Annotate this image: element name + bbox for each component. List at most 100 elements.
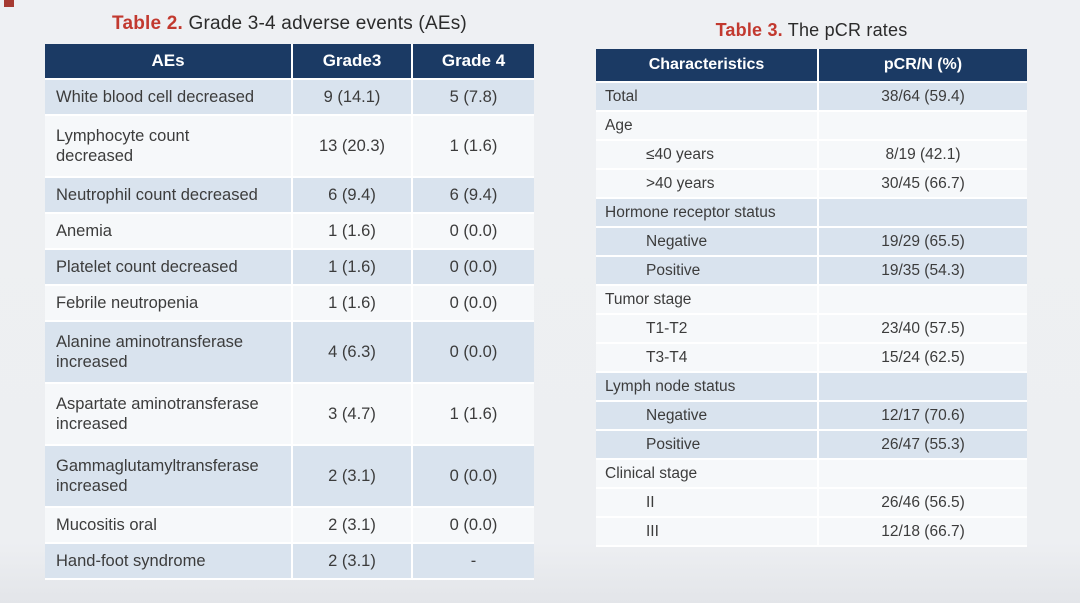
adverse-events-section: Table 2. Grade 3-4 adverse events (AEs) … — [45, 13, 534, 580]
ae-name-cell: Aspartate aminotransferase increased — [45, 383, 293, 446]
pcr-value-cell: 12/18 (66.7) — [818, 517, 1027, 547]
ae-name-cell: Mucositis oral — [45, 507, 293, 544]
pcr-value-cell: 23/40 (57.5) — [818, 314, 1027, 344]
ae-name-cell: Anemia — [45, 213, 293, 250]
table-row: Positive 26/47 (55.3) — [596, 430, 1027, 460]
characteristic-cell: Positive — [596, 430, 819, 460]
characteristic-cell: ≤40 years — [596, 140, 819, 170]
table-row: Hand-foot syndrome 2 (3.1) - — [45, 543, 534, 580]
adverse-events-table: AEs Grade3 Grade 4 White blood cell decr… — [45, 44, 534, 580]
ae-count-cell: 9 (14.1) — [292, 79, 413, 116]
table-row: Platelet count decreased 1 (1.6) 0 (0.0) — [45, 249, 534, 286]
table-row: Mucositis oral 2 (3.1) 0 (0.0) — [45, 507, 534, 544]
ae-count-cell: 0 (0.0) — [412, 321, 534, 384]
characteristic-cell: >40 years — [596, 169, 819, 199]
pcr-value-cell: 26/46 (56.5) — [818, 488, 1027, 518]
ae-count-cell: 1 (1.6) — [412, 115, 534, 178]
table-row: Negative 12/17 (70.6) — [596, 401, 1027, 431]
table-row: Anemia 1 (1.6) 0 (0.0) — [45, 213, 534, 250]
pcr-value-cell: 19/35 (54.3) — [818, 256, 1027, 286]
table-row: White blood cell decreased 9 (14.1) 5 (7.8… — [45, 79, 534, 116]
characteristic-cell: Age — [596, 111, 819, 141]
pcr-value-cell — [818, 459, 1027, 489]
ae-count-cell: 1 (1.6) — [292, 285, 413, 322]
pcr-value-cell — [818, 198, 1027, 228]
table3-title-text: The pCR rates — [782, 20, 908, 40]
pcr-value-cell — [818, 285, 1027, 315]
characteristic-cell: T1-T2 — [596, 314, 819, 344]
table-row: Positive 19/35 (54.3) — [596, 256, 1027, 286]
table-row: Gammaglutamyltransferase increased 2 (3.1… — [45, 445, 534, 508]
pcr-value-cell — [818, 111, 1027, 141]
table-row: ≤40 years 8/19 (42.1) — [596, 140, 1027, 170]
ae-name-cell: Alanine aminotransferase increased — [45, 321, 293, 384]
ae-count-cell: 2 (3.1) — [292, 445, 413, 508]
table-row: T1-T2 23/40 (57.5) — [596, 314, 1027, 344]
characteristic-cell: II — [596, 488, 819, 518]
ae-count-cell: 1 (1.6) — [292, 249, 413, 286]
table-header-row: AEs Grade3 Grade 4 — [45, 44, 534, 80]
table-header-row: Characteristics pCR/N (%) — [596, 49, 1027, 83]
table2-title: Table 2. Grade 3-4 adverse events (AEs) — [45, 13, 534, 35]
ae-count-cell: 5 (7.8) — [412, 79, 534, 116]
ae-count-cell: 6 (9.4) — [292, 177, 413, 214]
ae-count-cell: 0 (0.0) — [412, 507, 534, 544]
ae-name-cell: White blood cell decreased — [45, 79, 293, 116]
table-row: Clinical stage — [596, 459, 1027, 489]
table2-title-text: Grade 3-4 adverse events (AEs) — [183, 13, 467, 34]
table-row: Hormone receptor status — [596, 198, 1027, 228]
characteristic-cell: Tumor stage — [596, 285, 819, 315]
ae-count-cell: 0 (0.0) — [412, 445, 534, 508]
ae-name-cell: Gammaglutamyltransferase increased — [45, 445, 293, 508]
column-header-characteristics: Characteristics — [596, 49, 819, 83]
table-row: Lymphocyte count decreased 13 (20.3) 1 (1.… — [45, 115, 534, 178]
ae-count-cell: 0 (0.0) — [412, 249, 534, 286]
table-row: Age — [596, 111, 1027, 141]
pcr-value-cell: 15/24 (62.5) — [818, 343, 1027, 373]
table-row: Tumor stage — [596, 285, 1027, 315]
ae-name-cell: Febrile neutropenia — [45, 285, 293, 322]
characteristic-cell: Hormone receptor status — [596, 198, 819, 228]
ae-count-cell: 6 (9.4) — [412, 177, 534, 214]
table-row: Aspartate aminotransferase increased 3 (4… — [45, 383, 534, 446]
ae-count-cell: 3 (4.7) — [292, 383, 413, 446]
table-row: II 26/46 (56.5) — [596, 488, 1027, 518]
column-header-aes: AEs — [45, 44, 293, 80]
column-header-grade3: Grade3 — [292, 44, 413, 80]
table-row: T3-T4 15/24 (62.5) — [596, 343, 1027, 373]
ae-count-cell: - — [412, 543, 534, 580]
pcr-rates-section: Table 3. The pCR rates Characteristics p… — [596, 20, 1027, 547]
red-corner-decoration — [4, 0, 14, 7]
ae-count-cell: 1 (1.6) — [412, 383, 534, 446]
pcr-value-cell — [818, 372, 1027, 402]
ae-count-cell: 4 (6.3) — [292, 321, 413, 384]
ae-count-cell: 2 (3.1) — [292, 543, 413, 580]
ae-name-cell: Neutrophil count decreased — [45, 177, 293, 214]
table-row: Alanine aminotransferase increased 4 (6.3… — [45, 321, 534, 384]
characteristic-cell: T3-T4 — [596, 343, 819, 373]
ae-count-cell: 1 (1.6) — [292, 213, 413, 250]
table-row: >40 years 30/45 (66.7) — [596, 169, 1027, 199]
characteristic-cell: Negative — [596, 401, 819, 431]
ae-name-cell: Lymphocyte count decreased — [45, 115, 293, 178]
table-row: Febrile neutropenia 1 (1.6) 0 (0.0) — [45, 285, 534, 322]
ae-count-cell: 2 (3.1) — [292, 507, 413, 544]
characteristic-cell: Clinical stage — [596, 459, 819, 489]
pcr-table-body: Total 38/64 (59.4) Age ≤40 years 8/19 (42.1)… — [596, 82, 1027, 547]
ae-count-cell: 0 (0.0) — [412, 213, 534, 250]
table-row: Neutrophil count decreased 6 (9.4) 6 (9.4) — [45, 177, 534, 214]
characteristic-cell: Total — [596, 82, 819, 112]
pcr-value-cell: 38/64 (59.4) — [818, 82, 1027, 112]
pcr-rates-table: Characteristics pCR/N (%) Total 38/64 (59… — [596, 49, 1027, 547]
table-row: Negative 19/29 (65.5) — [596, 227, 1027, 257]
characteristic-cell: Positive — [596, 256, 819, 286]
table-row: Lymph node status — [596, 372, 1027, 402]
table3-title: Table 3. The pCR rates — [596, 20, 1027, 41]
ae-name-cell: Hand-foot syndrome — [45, 543, 293, 580]
pcr-value-cell: 8/19 (42.1) — [818, 140, 1027, 170]
pcr-value-cell: 30/45 (66.7) — [818, 169, 1027, 199]
ae-count-cell: 13 (20.3) — [292, 115, 413, 178]
pcr-value-cell: 12/17 (70.6) — [818, 401, 1027, 431]
ae-name-cell: Platelet count decreased — [45, 249, 293, 286]
characteristic-cell: III — [596, 517, 819, 547]
